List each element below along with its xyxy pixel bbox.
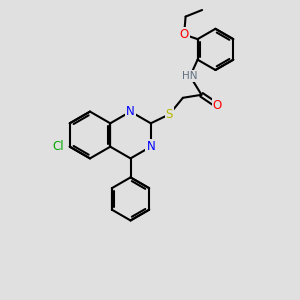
Text: N: N (126, 105, 135, 118)
Text: N: N (146, 140, 155, 153)
Text: S: S (166, 108, 173, 121)
Text: O: O (212, 99, 222, 112)
Text: HN: HN (182, 71, 198, 81)
Text: Cl: Cl (53, 140, 64, 153)
Text: O: O (179, 28, 189, 41)
